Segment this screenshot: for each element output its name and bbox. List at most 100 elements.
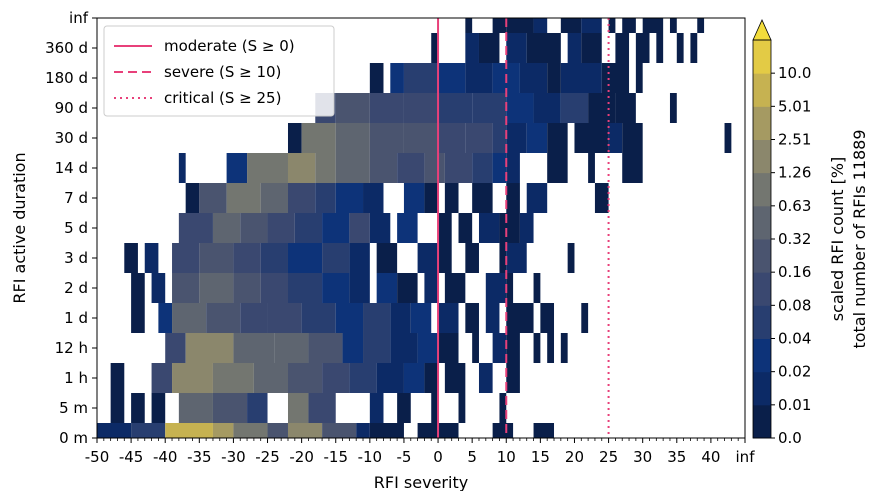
- heatmap-cell: [444, 183, 459, 213]
- heatmap-cell: [506, 18, 534, 33]
- heatmap-cell: [397, 273, 418, 303]
- colorbar-tick-label: 0.04: [778, 330, 811, 348]
- heatmap-cell: [226, 183, 261, 213]
- heatmap-cell: [690, 33, 698, 63]
- x-tick-label: -30: [221, 448, 246, 466]
- heatmap-cell: [608, 18, 616, 33]
- heatmap-cell: [478, 363, 493, 393]
- x-tick-label: -35: [187, 448, 212, 466]
- heatmap-cell: [533, 273, 541, 303]
- heatmap-cell: [656, 33, 664, 63]
- y-tick-label: 1 d: [64, 309, 88, 327]
- heatmap-cell: [506, 93, 534, 123]
- heatmap-cell: [287, 273, 323, 303]
- y-tick-label: 30 d: [55, 129, 88, 147]
- x-tick-label: -45: [119, 448, 144, 466]
- heatmap-cell: [287, 123, 302, 153]
- heatmap-cell: [438, 423, 459, 438]
- x-tick-label: -10: [358, 448, 383, 466]
- heatmap-cell: [124, 243, 138, 273]
- heatmap-cell: [499, 243, 507, 273]
- y-tick-label: 2 d: [64, 279, 88, 297]
- heatmap-cell: [519, 63, 548, 93]
- heatmap-cell: [322, 423, 357, 438]
- x-tick-label: 40: [701, 448, 720, 466]
- heatmap-cell: [519, 213, 534, 243]
- heatmap-cell: [492, 333, 507, 363]
- heatmap-cell: [560, 93, 589, 123]
- heatmap-cell: [560, 18, 582, 33]
- heatmap-cell: [212, 423, 234, 438]
- colorbar-segment: [753, 40, 771, 74]
- x-tick-label: 0: [433, 448, 443, 466]
- heatmap-cell: [206, 303, 241, 333]
- colorbar-segment: [753, 106, 771, 140]
- heatmap-cell: [499, 393, 507, 423]
- heatmap-cell: [410, 303, 432, 333]
- heatmap-cell: [622, 123, 643, 153]
- heatmap-cell: [533, 93, 561, 123]
- heatmap-cell: [369, 153, 398, 183]
- heatmap-cell: [363, 303, 391, 333]
- heatmap-cell: [131, 393, 145, 423]
- heatmap-cell: [417, 243, 439, 273]
- heatmap-cell: [172, 243, 200, 273]
- heatmap-cell: [424, 273, 439, 303]
- colorbar: 0.0 0.01 0.02 0.04 0.08 0.16 0.32 0.63 1.26 2.51 5…: [752, 19, 869, 447]
- y-axis-label: RFI active duration: [10, 152, 29, 303]
- colorbar-tick-label: 2.51: [778, 131, 811, 149]
- heatmap-cell: [547, 63, 561, 93]
- heatmap-cell: [472, 333, 479, 363]
- x-tick-label: -40: [153, 448, 178, 466]
- heatmap-cell: [287, 393, 309, 423]
- heatmap-cell: [308, 393, 336, 423]
- heatmap-cell: [110, 393, 125, 423]
- heatmap-cell: [560, 333, 568, 363]
- heatmap-cell: [301, 303, 336, 333]
- heatmap-cell: [172, 273, 200, 303]
- colorbar-segment: [753, 172, 771, 207]
- heatmap-cell: [233, 423, 268, 438]
- heatmap-cell: [622, 153, 643, 183]
- heatmap-cell: [397, 393, 411, 423]
- x-tick-label: -25: [255, 448, 280, 466]
- heatmap-cell: [397, 153, 425, 183]
- heatmap-cell: [485, 273, 507, 303]
- heatmap-cell: [335, 183, 364, 213]
- heatmap-cell: [676, 33, 684, 63]
- heatmap-cell: [438, 93, 473, 123]
- heatmap-cell: [131, 273, 145, 303]
- heatmap-cell: [226, 153, 248, 183]
- legend: moderate (S ≥ 0) severe (S ≥ 10) critical …: [103, 25, 335, 117]
- heatmap-cell: [547, 153, 568, 183]
- heatmap-cell: [506, 363, 520, 393]
- colorbar-tick-label: 10.0: [778, 64, 811, 82]
- heatmap-cell: [465, 243, 479, 273]
- heatmap-cell: [492, 423, 514, 438]
- heatmap-cell: [178, 153, 186, 183]
- heatmap-cell: [588, 93, 616, 123]
- heatmap-cell: [506, 303, 534, 333]
- heatmap-cell: [444, 273, 466, 303]
- heatmap-cell: [260, 243, 288, 273]
- colorbar-segment: [753, 305, 771, 339]
- x-tick-label: 5: [467, 448, 477, 466]
- heatmap-cell: [308, 333, 343, 363]
- heatmap-cell: [233, 333, 275, 363]
- heatmap-cell: [567, 33, 582, 63]
- heatmap-cell: [465, 303, 479, 333]
- heatmap-cell: [369, 423, 404, 438]
- heatmap-cell: [369, 93, 404, 123]
- y-tick-label: 90 d: [55, 99, 88, 117]
- heatmap-cell: [247, 153, 288, 183]
- heatmap-cell: [506, 33, 527, 63]
- heatmap-cell: [403, 183, 425, 213]
- heatmap-cell: [403, 93, 439, 123]
- x-axis-ticks: -50 -45 -40 -35 -30 -25 -20 -15 -10 -5 0 5 10 15 20 25 3…: [85, 438, 755, 466]
- x-tick-label: -50: [85, 448, 110, 466]
- heatmap-cell: [472, 153, 493, 183]
- colorbar-segment: [753, 371, 771, 406]
- threshold-lines: [437, 18, 610, 438]
- heatmap-cell: [438, 333, 459, 363]
